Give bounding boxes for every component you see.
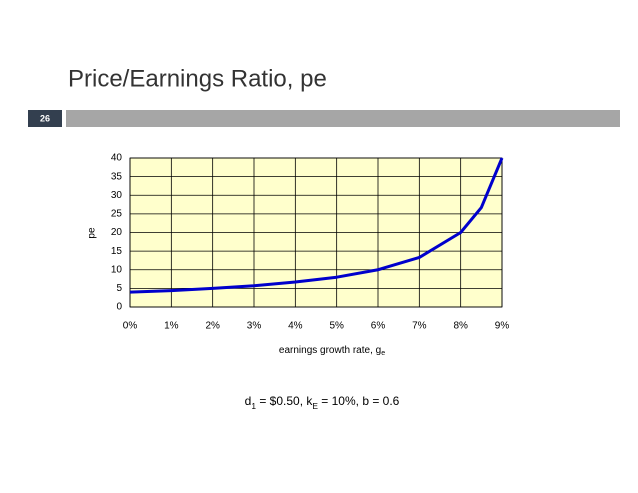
- series-line: [129, 157, 504, 294]
- y-tick-label: 35: [111, 171, 123, 182]
- x-tick-label: 0%: [123, 321, 138, 332]
- x-tick-label: 1%: [164, 321, 179, 332]
- annotation-subscript: 1: [251, 401, 256, 411]
- header-bar: [66, 110, 620, 127]
- y-tick-label: 5: [116, 283, 122, 294]
- y-tick-label: 15: [111, 246, 123, 257]
- y-axis-label: pe: [87, 227, 98, 239]
- x-tick-label: 4%: [288, 321, 303, 332]
- x-axis-label-part: earnings growth rate, g: [279, 345, 381, 356]
- y-tick-label: 30: [111, 190, 123, 201]
- x-tick-label: 7%: [412, 321, 427, 332]
- y-tick-label: 20: [111, 227, 123, 238]
- x-axis-label-subscript: e: [381, 350, 385, 357]
- x-tick-label: 8%: [453, 321, 468, 332]
- y-tick-label: 10: [111, 264, 123, 275]
- y-tick-label: 40: [111, 153, 123, 164]
- y-tick-label: 0: [116, 302, 122, 313]
- annotation-part: d: [245, 394, 252, 408]
- x-tick-label: 6%: [371, 321, 386, 332]
- x-tick-label: 9%: [495, 321, 510, 332]
- annotation-part: = $0.50, k: [256, 394, 313, 408]
- slide-number-box: [28, 110, 62, 127]
- y-tick-label: 25: [111, 209, 123, 220]
- annotation-part: = 10%, b = 0.6: [318, 394, 400, 408]
- annotation-subscript: E: [312, 401, 318, 411]
- x-tick-label: 5%: [329, 321, 344, 332]
- x-tick-label: 3%: [247, 321, 262, 332]
- slide-title: Price/Earnings Ratio, pe: [68, 65, 327, 92]
- x-axis-label: earnings growth rate, ge: [279, 345, 385, 358]
- slide-number: 26: [40, 113, 50, 123]
- x-tick-label: 2%: [205, 321, 220, 332]
- annotation: d1 = $0.50, kE = 10%, b = 0.6: [245, 394, 400, 411]
